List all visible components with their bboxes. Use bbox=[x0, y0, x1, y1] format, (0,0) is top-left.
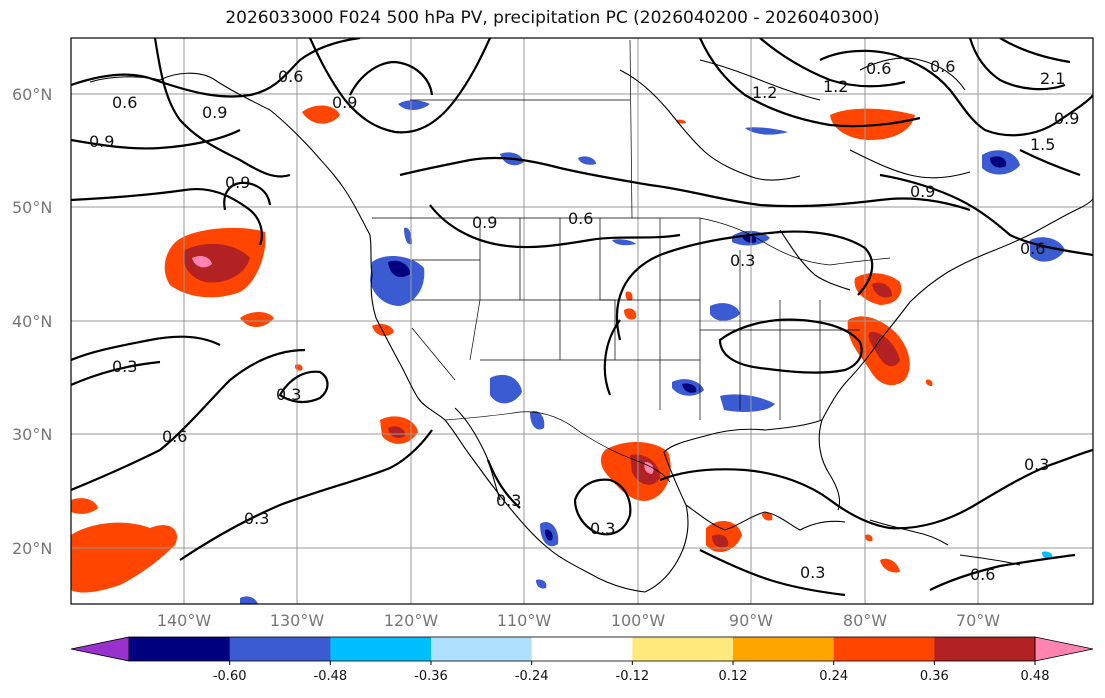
contour-label: 0.3 bbox=[800, 563, 825, 582]
longitude-labels: 140°W 130°W 120°W 110°W 100°W 90°W 80°W … bbox=[157, 611, 1000, 630]
colorbar-swatch bbox=[330, 637, 432, 661]
lon-label: 130°W bbox=[270, 611, 325, 630]
lon-label: 120°W bbox=[384, 611, 439, 630]
contour-label: 1.2 bbox=[823, 77, 848, 96]
contour-label: 0.9 bbox=[910, 182, 935, 201]
colorbar-label: 0.48 bbox=[1021, 669, 1050, 684]
colorbar-swatch bbox=[632, 637, 734, 661]
contour-label: 0.6 bbox=[1020, 239, 1045, 258]
contour-label: 1.2 bbox=[752, 83, 777, 102]
lon-label: 110°W bbox=[497, 611, 552, 630]
contour-label: 0.3 bbox=[496, 491, 521, 510]
precip-shading bbox=[71, 100, 1065, 604]
colorbar-label: -0.24 bbox=[515, 669, 549, 684]
contour-label: 0.3 bbox=[730, 251, 755, 270]
contour-label: 0.3 bbox=[276, 385, 301, 404]
colorbar-label: 0.36 bbox=[920, 669, 949, 684]
colorbar-swatch bbox=[531, 637, 633, 661]
lat-label: 60°N bbox=[12, 85, 52, 104]
contour-label: 0.3 bbox=[112, 357, 137, 376]
colorbar-swatch bbox=[833, 637, 935, 661]
latitude-labels: 60°N 50°N 40°N 30°N 20°N bbox=[12, 85, 52, 558]
colorbar-label: -0.60 bbox=[213, 669, 247, 684]
contour-label: 2.1 bbox=[1040, 69, 1065, 88]
lon-label: 140°W bbox=[157, 611, 212, 630]
contour-label: 0.9 bbox=[202, 103, 227, 122]
contour-label-group: 0.6 0.9 0.6 0.9 0.9 1.2 0.6 1.2 0.9 0.9 … bbox=[89, 57, 1079, 584]
colorbar-outline bbox=[128, 636, 1036, 662]
colorbar-swatch bbox=[229, 637, 331, 661]
lat-label: 30°N bbox=[12, 425, 52, 444]
colorbar-swatch bbox=[934, 637, 1036, 661]
colorbar-extend-high bbox=[1034, 636, 1094, 662]
contour-label: 0.6 bbox=[930, 57, 955, 76]
lon-label: 90°W bbox=[729, 611, 773, 630]
colorbar-label: -0.36 bbox=[414, 669, 448, 684]
contour-label: 0.9 bbox=[225, 173, 250, 192]
contour-label: 0.6 bbox=[866, 59, 891, 78]
contour-label: 0.6 bbox=[970, 565, 995, 584]
lon-label: 100°W bbox=[611, 611, 666, 630]
colorbar-label: -0.12 bbox=[616, 669, 650, 684]
colorbar-label: -0.48 bbox=[314, 669, 348, 684]
contour-label: 0.9 bbox=[472, 213, 497, 232]
contour-label: 0.3 bbox=[244, 509, 269, 528]
borders bbox=[372, 39, 891, 483]
lat-label: 40°N bbox=[12, 312, 52, 331]
colorbar-swatch bbox=[431, 637, 533, 661]
map-title: 2026033000 F024 500 hPa PV, precipitatio… bbox=[225, 8, 880, 28]
lon-label: 70°W bbox=[956, 611, 1000, 630]
colorbar-swatch bbox=[733, 637, 835, 661]
colorbar: -0.60 -0.48 -0.36 -0.24 -0.12 0.12 0.24 0.36 0.4… bbox=[70, 636, 1094, 684]
contour-label: 0.6 bbox=[568, 209, 593, 228]
contour-label: 0.6 bbox=[162, 427, 187, 446]
lat-label: 20°N bbox=[12, 539, 52, 558]
colorbar-label: 0.24 bbox=[819, 669, 848, 684]
pv-contours bbox=[71, 38, 1093, 597]
contour-label: 0.9 bbox=[332, 93, 357, 112]
contour-label: 0.9 bbox=[89, 132, 114, 151]
contour-label: 0.6 bbox=[278, 67, 303, 86]
graticule bbox=[71, 38, 1093, 604]
lat-label: 50°N bbox=[12, 198, 52, 217]
contour-label: 0.6 bbox=[112, 93, 137, 112]
contour-label: 0.3 bbox=[1024, 455, 1049, 474]
contour-label: 0.9 bbox=[1054, 109, 1079, 128]
contour-label: 0.3 bbox=[590, 519, 615, 538]
colorbar-swatch bbox=[129, 637, 231, 661]
contour-label: 1.5 bbox=[1030, 135, 1055, 154]
map-frame bbox=[70, 37, 1094, 605]
colorbar-extend-low bbox=[70, 636, 130, 662]
colorbar-label: 0.12 bbox=[719, 669, 748, 684]
lon-label: 80°W bbox=[843, 611, 887, 630]
coastlines bbox=[89, 57, 1093, 593]
